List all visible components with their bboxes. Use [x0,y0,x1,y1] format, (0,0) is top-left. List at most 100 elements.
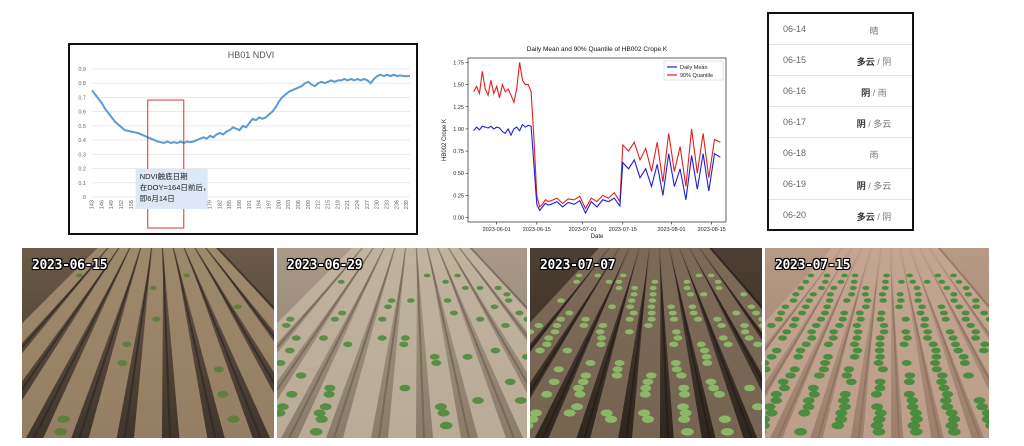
crop-row [765,248,863,438]
seedling [779,384,790,392]
seedling [649,285,657,291]
legend-label: Daily Mean [680,65,708,71]
weather-main: 阴 [856,119,866,129]
x-tick-label: 2023-07-01 [569,227,597,233]
x-tick-label: 236 [394,200,400,209]
seedling [577,378,589,385]
seedling [793,353,804,360]
seedling [54,428,67,436]
weather-row: 06-17 阴 / 多云 [769,107,912,138]
seedling [948,335,958,341]
seedling [646,372,657,379]
seedling [696,341,706,348]
seedling [705,378,717,385]
seedling [648,298,657,303]
furrow [625,248,652,438]
seedling [740,292,748,297]
furrow [698,248,762,337]
seedling [803,397,815,404]
seedling [437,409,450,417]
seedling [701,353,712,360]
weather-description: 晴 [839,24,909,37]
weather-date: 06-20 [783,210,807,220]
x-tick-label: 191 [247,200,253,209]
seedling [972,298,980,303]
legend-box [663,60,724,81]
weather-date: 06-18 [783,148,807,158]
seedling [671,329,681,335]
seedling [901,329,911,335]
seedling [938,384,950,392]
seedling [740,323,749,328]
seedling [149,285,157,291]
seedling [515,310,524,316]
seedling [955,304,964,310]
seedling [678,390,691,398]
furrow [205,248,274,339]
x-tick-label: 209 [306,200,312,209]
annotation-box [135,169,208,209]
seedling [940,397,952,404]
seedling [898,279,905,284]
seedling [723,341,733,348]
seedling [811,323,821,328]
seedling [277,409,286,417]
furrow [333,248,397,438]
annotation-text: 即6月14日 [140,194,175,203]
seedling [852,335,862,341]
seedling [683,285,691,291]
seedling [883,273,890,278]
seedling [852,347,863,354]
seedling [781,304,790,310]
furrow [669,248,711,438]
seedling [631,285,639,291]
furrow [777,248,863,438]
seedling [870,390,883,398]
seedling [838,316,847,322]
x-axis-label: Date [591,234,604,238]
seedling [852,323,862,328]
seedling [544,335,554,341]
seedling [910,415,923,423]
seedling [765,403,776,411]
seedling [875,341,885,348]
annotation-text: NDVI触底日期 [140,171,188,181]
seedling [740,329,750,335]
seedling [596,341,606,348]
seedling [789,366,800,373]
seedling [765,360,770,366]
x-tick-label: 227 [365,200,371,209]
seedling [871,403,883,411]
seedling [861,292,869,297]
seedling [565,310,574,316]
seedling [152,316,161,322]
crop-row [162,248,208,438]
seedling [826,292,834,297]
seedling [626,304,635,310]
seedling [966,323,975,328]
ndvi-chart-panel: HB01 NDVI 0 0.1 0.2 0.3 0.4 0.5 0.6 0.7 0.8 0.9 143… [68,43,418,235]
y-tick-label: 0.9 [78,67,86,73]
furrow [172,248,217,438]
weather-main: 晴 [869,26,879,36]
seedling [399,384,411,392]
legend-label: 90% Quantile [680,73,713,79]
weather-secondary: / 雨 [870,88,887,98]
seedling [931,347,941,354]
ndvi-chart: HB01 NDVI 0 0.1 0.2 0.3 0.4 0.5 0.6 0.7 0.8 0.9 143… [78,50,410,229]
seedling [597,335,606,341]
seedling [916,310,925,316]
seedling [117,360,128,366]
furrow [123,248,153,438]
seedling [903,335,912,341]
seedling [923,335,932,341]
weather-date: 06-16 [783,86,807,96]
furrow [899,248,941,438]
seedling [629,310,638,316]
furrow [689,248,762,383]
seedling [862,304,870,310]
seedling [795,347,806,354]
seedling [959,360,970,366]
seedling [928,341,938,348]
minimum-highlight-box [147,99,185,229]
